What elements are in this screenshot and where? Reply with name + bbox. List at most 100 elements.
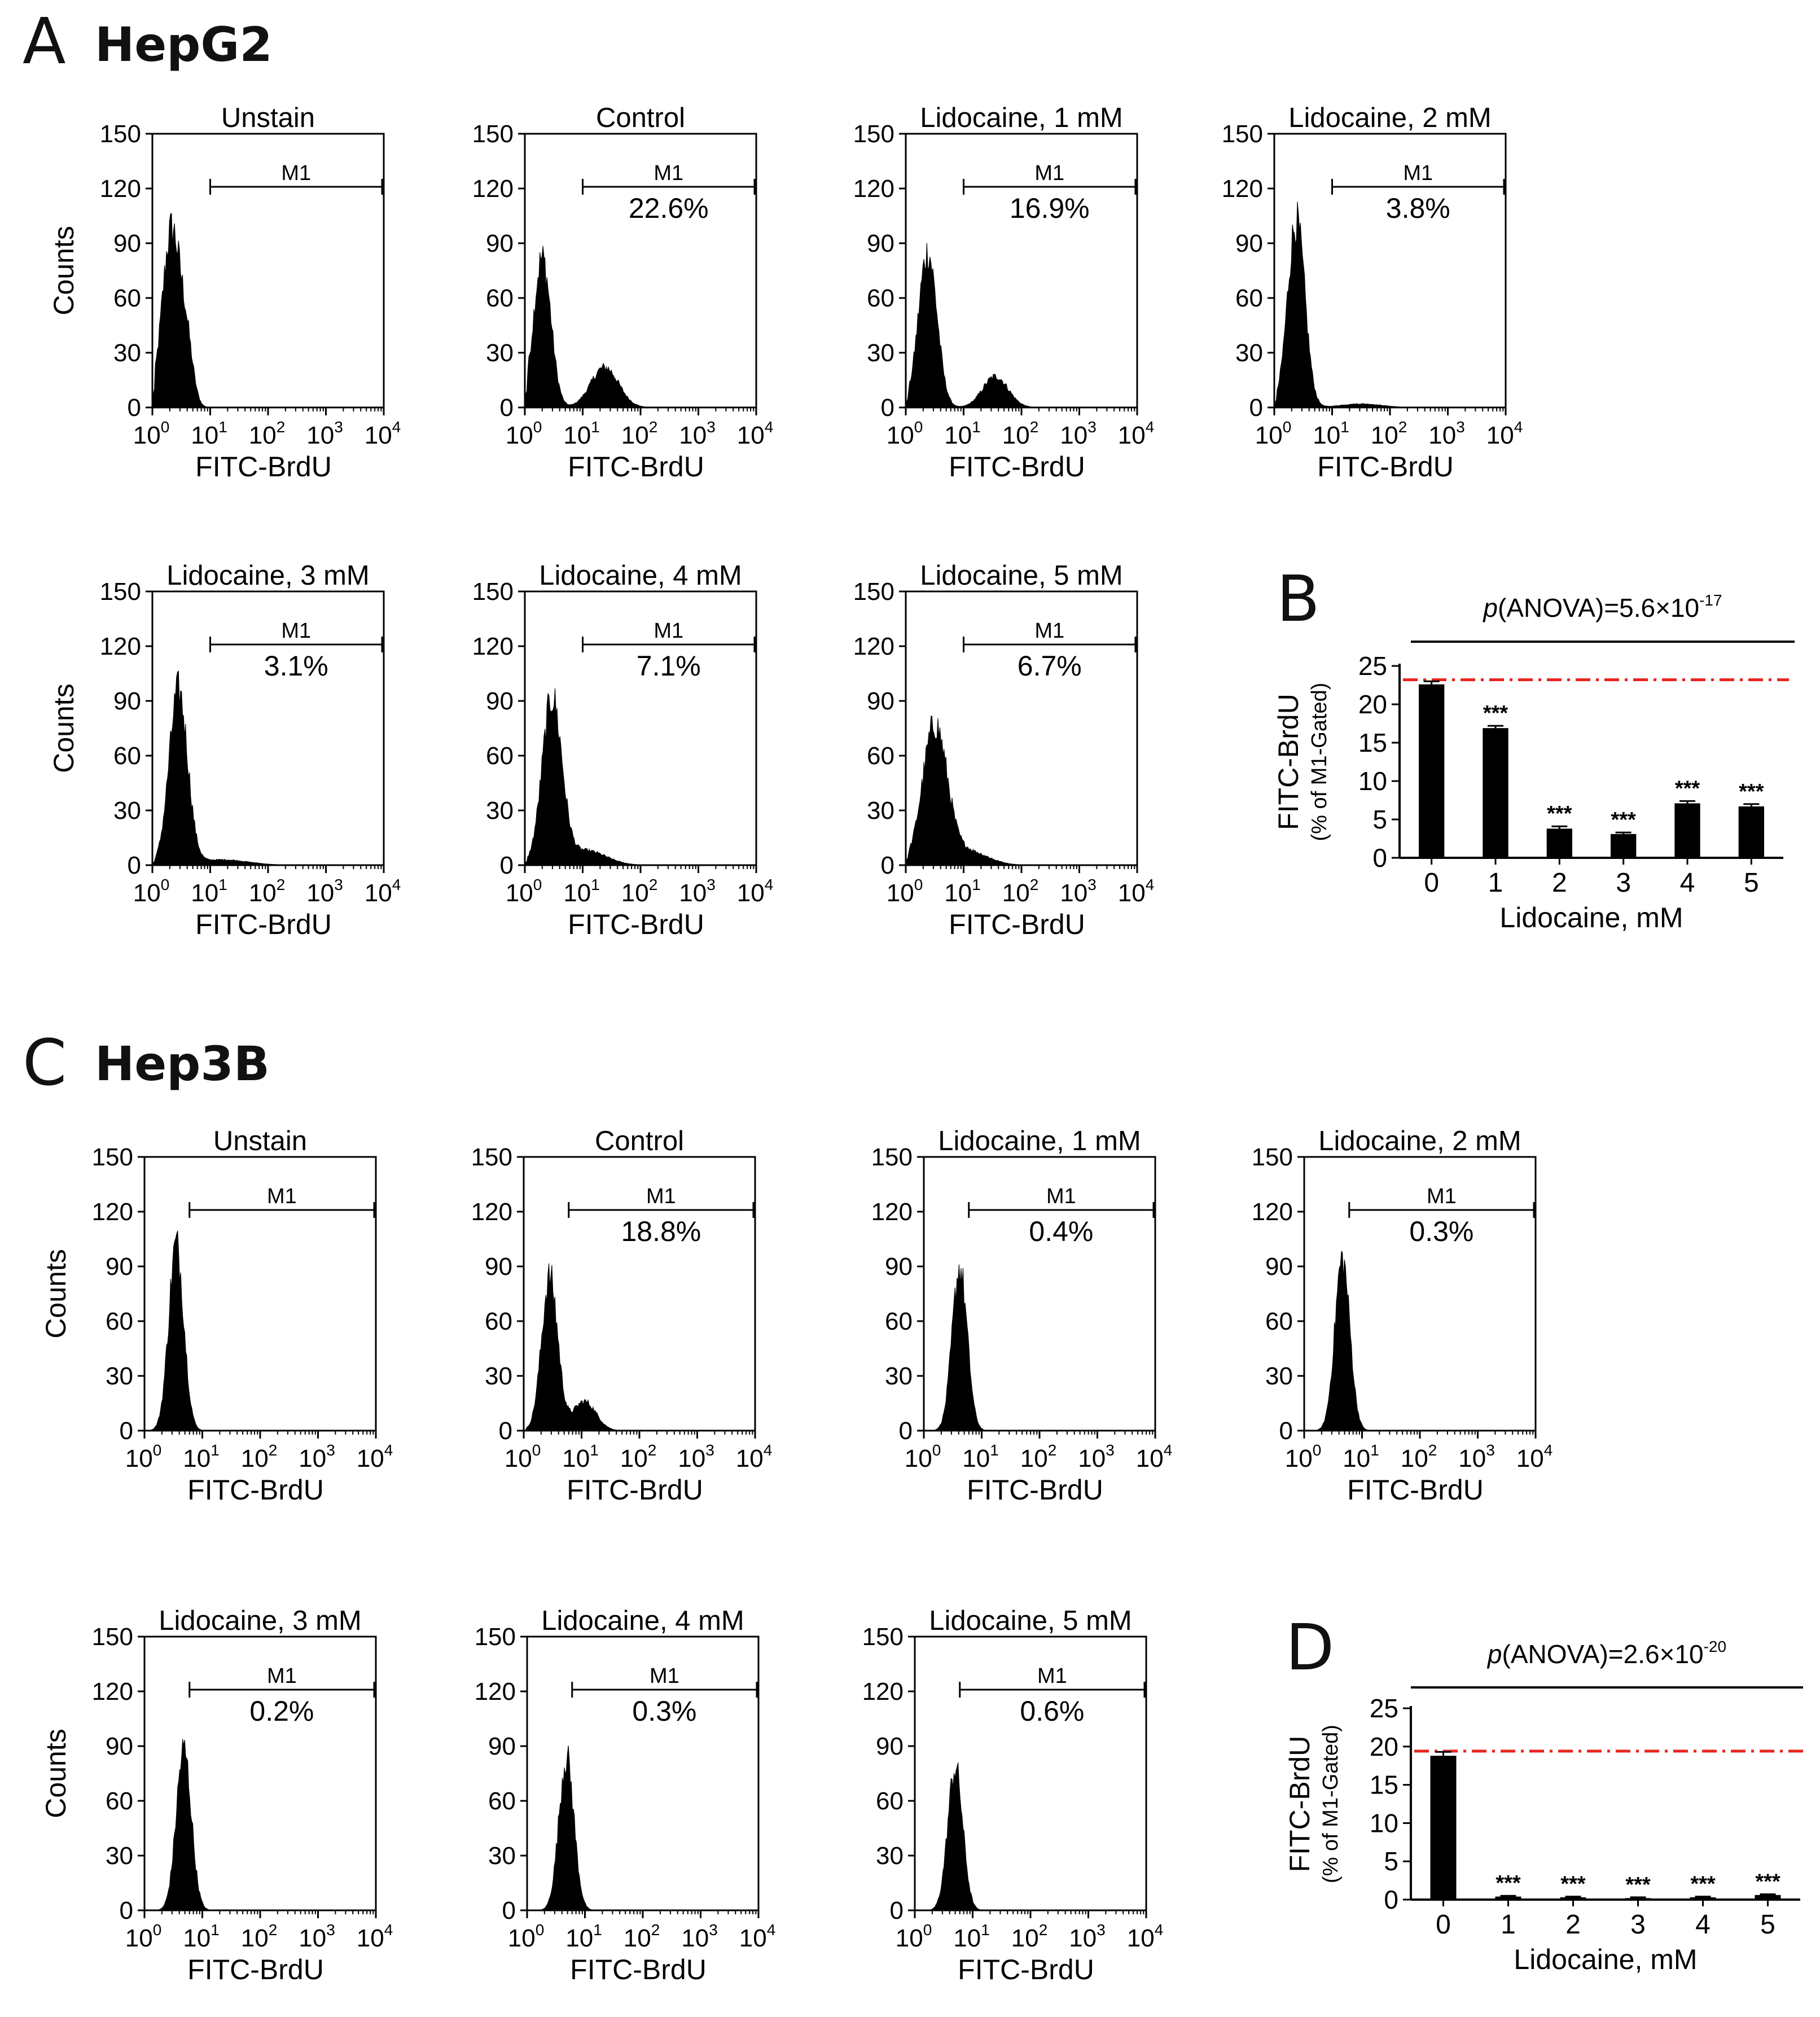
significance-marker: ***	[1625, 1873, 1651, 1897]
x-axis-label: Lidocaine, mM	[1514, 1944, 1697, 1975]
x-tick-exponent: 4	[1155, 1921, 1164, 1939]
y-tick-label: 120	[92, 1678, 133, 1705]
panel-title: Lidocaine, 1 mM	[938, 1126, 1141, 1156]
x-tick-exponent: 4	[392, 418, 401, 436]
gate-label: M1	[1046, 1185, 1076, 1208]
panel-letter-d: D	[1286, 1611, 1334, 1685]
panel-title: Control	[595, 1126, 684, 1156]
y-tick-label: 30	[486, 339, 514, 367]
y-tick-label: 30	[113, 797, 141, 825]
anova-exponent: -20	[1704, 1638, 1726, 1655]
y-tick-label: 5	[1384, 1847, 1398, 1876]
y-tick-label: 150	[100, 120, 141, 148]
gate-label: M1	[646, 1185, 676, 1208]
x-tick-exponent: 1	[218, 876, 227, 893]
x-tick-base: 10	[1118, 422, 1146, 449]
x-tick-label: 104	[1516, 1441, 1553, 1472]
x-tick-base: 10	[681, 1924, 709, 1952]
y-tick-label: 120	[92, 1198, 133, 1226]
y-tick-label: 60	[486, 284, 514, 312]
x-tick-base: 10	[624, 1924, 651, 1952]
gate-percent: 7.1%	[637, 650, 701, 682]
x-tick-label: 101	[1313, 418, 1349, 449]
x-tick-exponent: 3	[334, 418, 343, 436]
x-tick-label: 100	[1285, 1441, 1322, 1472]
y-axis-label: Counts	[48, 226, 80, 315]
x-tick-base: 10	[508, 1924, 536, 1952]
y-tick-label: 60	[485, 1308, 512, 1335]
x-tick-exponent: 0	[533, 876, 542, 893]
anova-text: (ANOVA)=5.6×10	[1498, 593, 1699, 622]
histogram-area	[924, 1264, 1155, 1431]
gate-percent: 0.3%	[1409, 1216, 1473, 1247]
x-tick-exponent: 0	[161, 876, 170, 893]
x-tick-base: 10	[357, 1445, 384, 1472]
x-tick-label: 104	[1127, 1921, 1164, 1952]
x-tick-label: 104	[737, 876, 774, 907]
x-tick-label: 101	[563, 876, 600, 907]
gate-percent: 18.8%	[621, 1216, 701, 1247]
x-tick-base: 10	[1285, 1445, 1313, 1472]
x-tick-base: 10	[133, 879, 161, 907]
x-tick-label: 104	[736, 1441, 773, 1472]
x-tick-exponent: 4	[765, 418, 774, 436]
x-tick-exponent: 1	[972, 418, 981, 436]
x-tick-label: 101	[565, 1921, 602, 1952]
x-tick-exponent: 4	[767, 1921, 776, 1939]
x-tick-exponent: 2	[649, 418, 658, 436]
x-tick-label: 103	[1458, 1441, 1495, 1472]
y-tick-label: 150	[853, 578, 894, 606]
y-tick-label: 30	[113, 339, 141, 367]
x-tick-exponent: 0	[1313, 1441, 1322, 1459]
x-tick-label: 100	[508, 1921, 545, 1952]
x-tick-label: 102	[624, 1921, 660, 1952]
x-tick-base: 10	[1060, 879, 1087, 907]
y-tick-label: 150	[92, 1623, 133, 1651]
y-tick-label: 20	[1370, 1732, 1398, 1761]
bar-5	[1738, 806, 1764, 858]
x-tick-base: 10	[183, 1924, 210, 1952]
x-tick-label: 104	[1118, 418, 1155, 449]
x-tick-exponent: 0	[932, 1441, 941, 1459]
x-tick-label: 103	[679, 876, 716, 907]
panel-title: Lidocaine, 4 mM	[541, 1606, 744, 1636]
x-tick-base: 10	[562, 1445, 590, 1472]
y-tick-label: 90	[1265, 1253, 1293, 1281]
gate-label: M1	[650, 1664, 679, 1688]
x-axis-label: FITC-BrdU	[187, 1474, 324, 1506]
x-tick-exponent: 1	[210, 1441, 220, 1459]
y-tick-label: 150	[862, 1623, 904, 1651]
x-tick-label: 3	[1616, 868, 1631, 898]
x-tick-exponent: 3	[1087, 876, 1097, 893]
x-tick-label: 5	[1760, 1910, 1775, 1940]
x-tick-exponent: 3	[1106, 1441, 1115, 1459]
x-tick-label: 103	[1060, 876, 1097, 907]
panel-title: Lidocaine, 5 mM	[920, 560, 1123, 591]
x-tick-base: 10	[1401, 1445, 1428, 1472]
x-tick-exponent: 2	[269, 1921, 278, 1939]
gate-label: M1	[1034, 619, 1064, 643]
x-axis-label: FITC-BrdU	[949, 451, 1085, 483]
x-axis-label: FITC-BrdU	[195, 451, 332, 483]
x-tick-base: 10	[679, 422, 707, 449]
gate-percent: 0.3%	[632, 1695, 696, 1727]
x-tick-exponent: 1	[1370, 1441, 1379, 1459]
y-tick-label: 120	[471, 1198, 512, 1226]
histogram-area	[905, 243, 1137, 408]
x-tick-base: 10	[505, 1445, 532, 1472]
y-tick-label: 30	[867, 339, 894, 367]
x-tick-exponent: 2	[648, 1441, 657, 1459]
x-tick-label: 101	[191, 418, 227, 449]
x-tick-label: 101	[191, 876, 227, 907]
panel-title: Lidocaine, 2 mM	[1288, 103, 1492, 133]
x-tick-label: 103	[299, 1441, 335, 1472]
x-tick-label: 103	[679, 418, 716, 449]
x-tick-base: 10	[1002, 879, 1030, 907]
